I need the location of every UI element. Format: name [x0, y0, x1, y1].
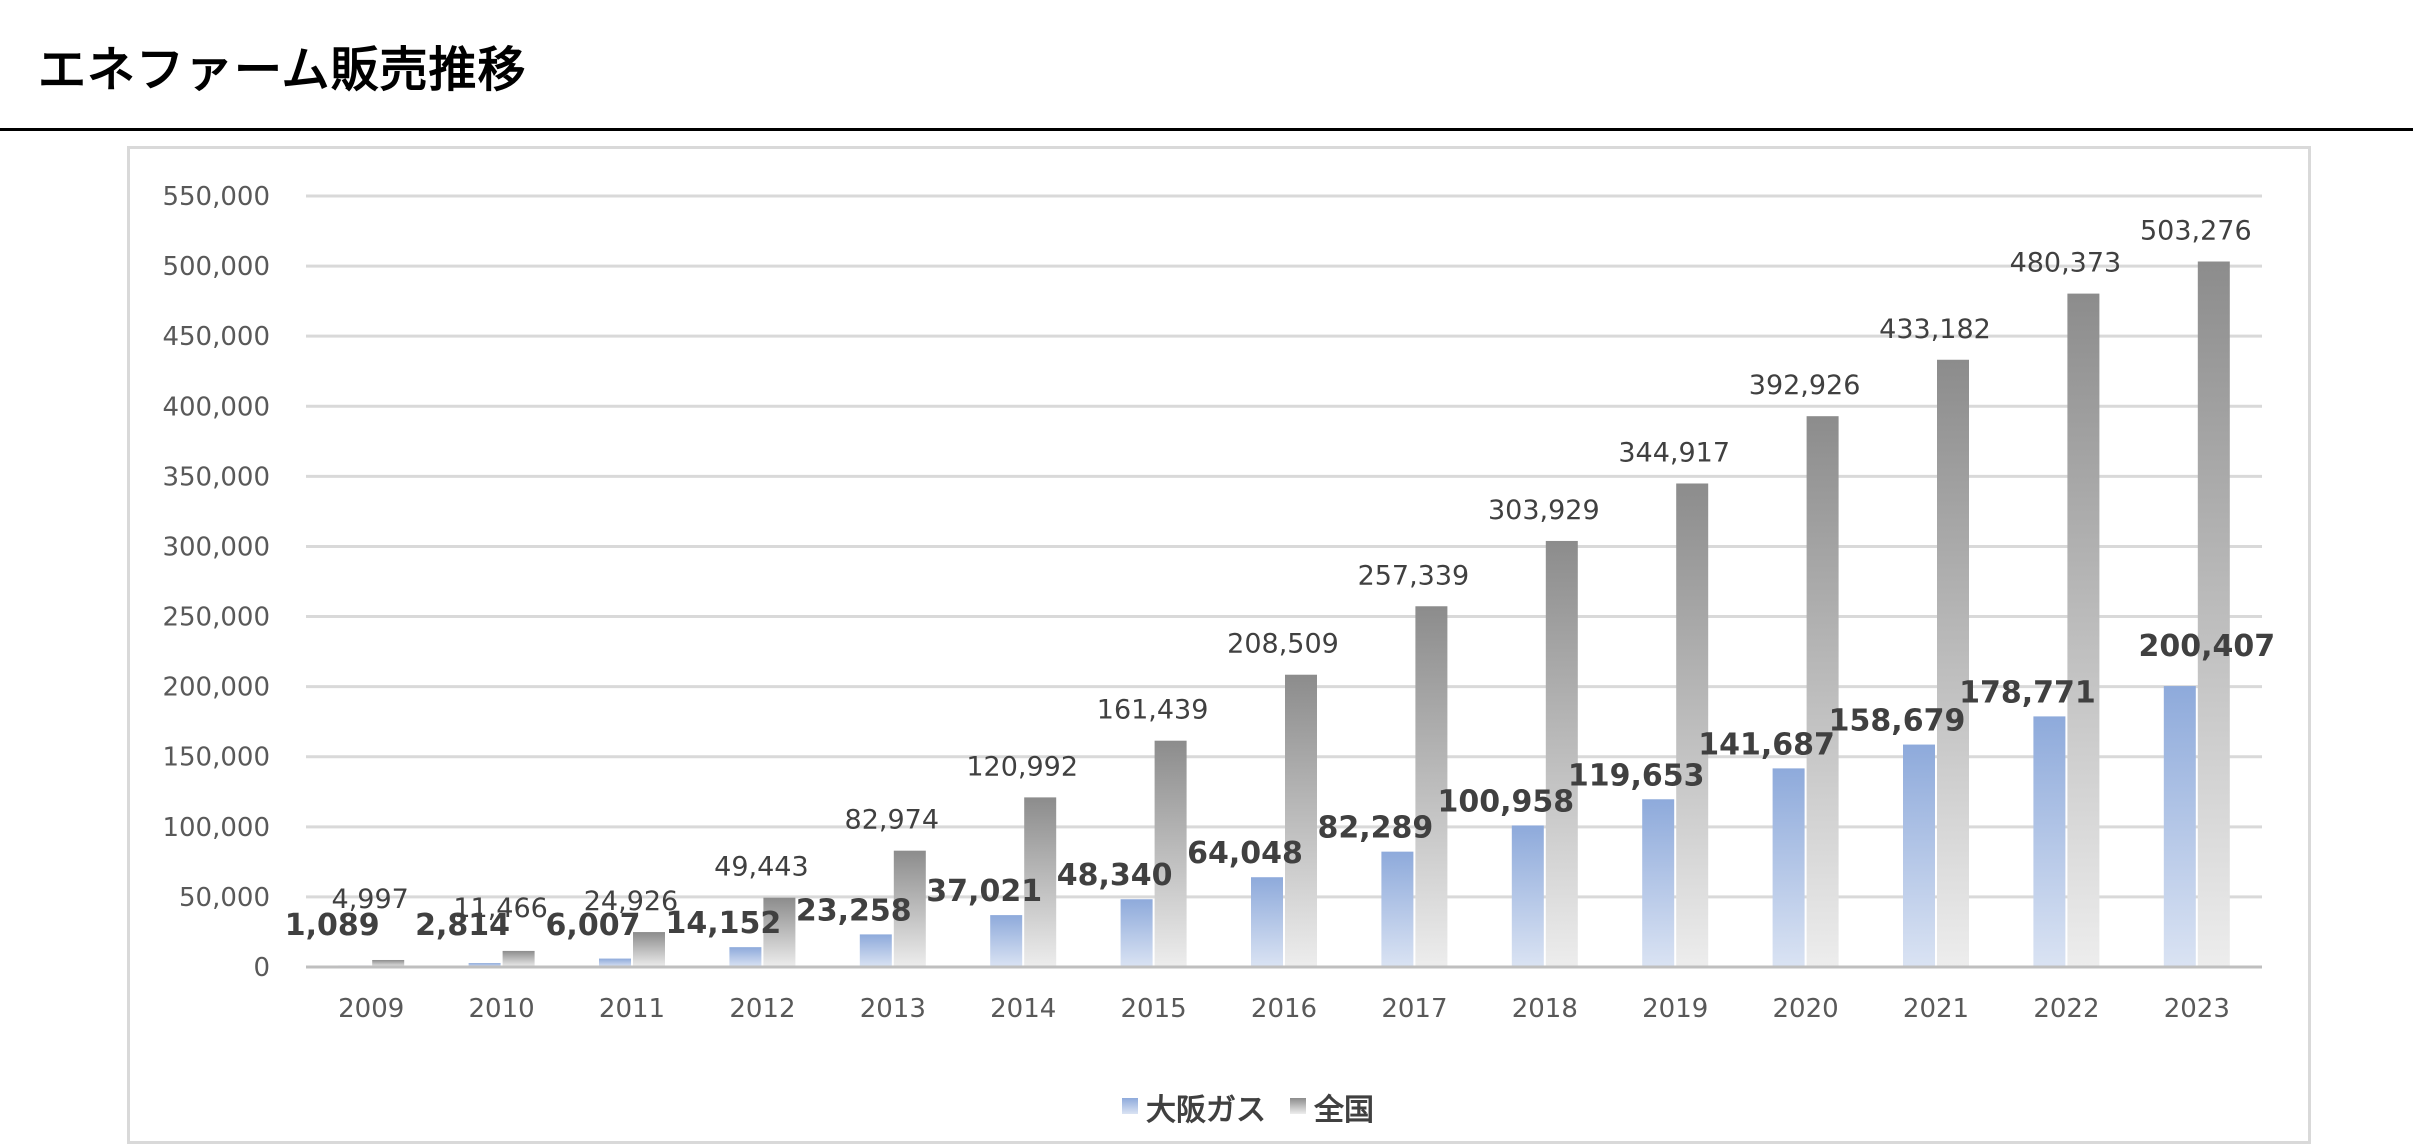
bar-osaka-2017	[1381, 851, 1414, 967]
x-tick-label: 2018	[1512, 994, 1578, 1024]
y-tick-label: 250,000	[162, 603, 270, 633]
y-tick-label: 150,000	[162, 743, 270, 773]
bar-national-2014	[1024, 797, 1057, 967]
data-label-national: 433,182	[1879, 314, 1991, 345]
bar-national-2018	[1545, 540, 1578, 967]
bar-osaka-2021	[1903, 744, 1935, 967]
data-label-national: 480,373	[2010, 248, 2122, 279]
data-label-osaka: 14,152	[666, 906, 782, 941]
data-label-osaka: 23,258	[796, 893, 912, 928]
legend: 大阪ガス 全国	[1122, 1093, 1374, 1128]
x-tick-label: 2015	[1121, 994, 1187, 1024]
x-tick-label: 2010	[469, 994, 535, 1024]
data-label-osaka: 158,679	[1829, 704, 1966, 739]
legend-swatch-national	[1290, 1098, 1306, 1114]
x-tick-label: 2014	[990, 994, 1056, 1024]
bar-national-2020	[1806, 416, 1839, 967]
bar-national-2015	[1154, 740, 1187, 967]
y-tick-label: 100,000	[162, 813, 270, 843]
bar-osaka-2016	[1251, 877, 1283, 967]
bar-national-2009	[372, 959, 405, 967]
y-tick-label: 400,000	[162, 392, 270, 422]
data-label-national: 503,276	[2140, 215, 2252, 246]
y-tick-label: 200,000	[162, 673, 270, 703]
data-label-national: 303,929	[1488, 495, 1600, 526]
title-divider	[0, 128, 2413, 131]
data-label-osaka: 100,958	[1437, 784, 1574, 819]
data-label-national: 392,926	[1749, 370, 1861, 401]
x-tick-label: 2023	[2164, 994, 2230, 1024]
x-tick-label: 2013	[860, 994, 926, 1024]
data-label-national: 120,992	[966, 751, 1078, 782]
data-label-national: 11,466	[453, 893, 547, 924]
y-tick-label: 50,000	[179, 883, 270, 913]
bar-osaka-2015	[1120, 899, 1153, 967]
gridlines	[306, 194, 2262, 969]
data-label-osaka: 82,289	[1318, 811, 1434, 846]
bar-osaka-2012	[729, 947, 762, 967]
bar-osaka-2010	[468, 963, 501, 967]
page-title: エネファーム販売推移	[38, 42, 527, 98]
x-tick-label: 2012	[729, 994, 795, 1024]
bars	[338, 261, 2230, 968]
x-tick-label: 2016	[1251, 994, 1317, 1024]
x-tick-label: 2009	[338, 994, 404, 1024]
data-label-osaka: 141,687	[1698, 727, 1835, 762]
data-label-osaka: 1,089	[285, 908, 380, 943]
x-tick-label: 2017	[1381, 994, 1447, 1024]
bar-national-2019	[1676, 483, 1709, 967]
data-label-osaka: 119,653	[1568, 758, 1705, 793]
data-label-national: 82,974	[845, 805, 939, 836]
data-label-national: 24,926	[584, 886, 678, 917]
bar-national-2023	[2197, 261, 2230, 968]
data-label-national: 257,339	[1358, 560, 1470, 591]
bar-national-2013	[893, 850, 926, 967]
bar-national-2016	[1285, 674, 1317, 967]
bar-national-2022	[2067, 293, 2100, 968]
x-tick-label: 2022	[2033, 994, 2099, 1024]
data-label-osaka: 64,048	[1187, 836, 1303, 871]
data-label-national: 208,509	[1227, 629, 1339, 660]
bar-osaka-2014	[990, 915, 1023, 967]
y-tick-label: 350,000	[162, 462, 270, 492]
legend-label-osaka: 大阪ガス	[1146, 1093, 1266, 1128]
x-tick-label: 2011	[599, 994, 665, 1024]
data-label-national: 49,443	[714, 852, 808, 883]
bar-national-2010	[502, 950, 535, 967]
y-tick-label: 550,000	[162, 182, 270, 212]
y-tick-label: 0	[253, 953, 270, 983]
bar-national-2021	[1937, 359, 1969, 968]
y-axis: 0 50,000 100,000 150,000 200,000 250,000 300,0…	[162, 182, 270, 983]
data-label-osaka: 37,021	[926, 874, 1042, 909]
bar-osaka-2013	[859, 934, 892, 967]
legend-swatch-osaka	[1122, 1098, 1138, 1114]
data-label-osaka: 48,340	[1057, 858, 1173, 893]
data-label-osaka: 2,814	[415, 908, 510, 943]
bar-national-2012	[763, 897, 796, 967]
data-label-osaka: 178,771	[1959, 675, 2096, 710]
data-label-osaka: 200,407	[2138, 629, 2275, 664]
data-label-national: 344,917	[1618, 437, 1730, 468]
data-label-osaka: 6,007	[546, 908, 641, 943]
bar-osaka-2020	[1772, 768, 1805, 967]
bar-osaka-2018	[1511, 825, 1544, 967]
legend-label-national: 全国	[1313, 1093, 1374, 1128]
bar-national-2011	[633, 932, 665, 967]
bar-national-2017	[1415, 606, 1448, 967]
y-tick-label: 300,000	[162, 532, 270, 562]
bar-osaka-2023	[2163, 686, 2196, 967]
bar-osaka-2011	[599, 958, 631, 967]
x-tick-label: 2020	[1773, 994, 1839, 1024]
bar-osaka-2019	[1642, 799, 1675, 967]
x-tick-label: 2021	[1903, 994, 1969, 1024]
bar-osaka-2022	[2033, 716, 2066, 967]
y-tick-label: 500,000	[162, 252, 270, 282]
x-tick-label: 2019	[1642, 994, 1708, 1024]
data-label-national: 4,997	[332, 884, 409, 915]
y-tick-label: 450,000	[162, 322, 270, 352]
data-label-national: 161,439	[1097, 695, 1209, 726]
x-axis: 2009 2010 2011 2012 2013 2014 2015 2016 2017 2018…	[306, 965, 2262, 1024]
